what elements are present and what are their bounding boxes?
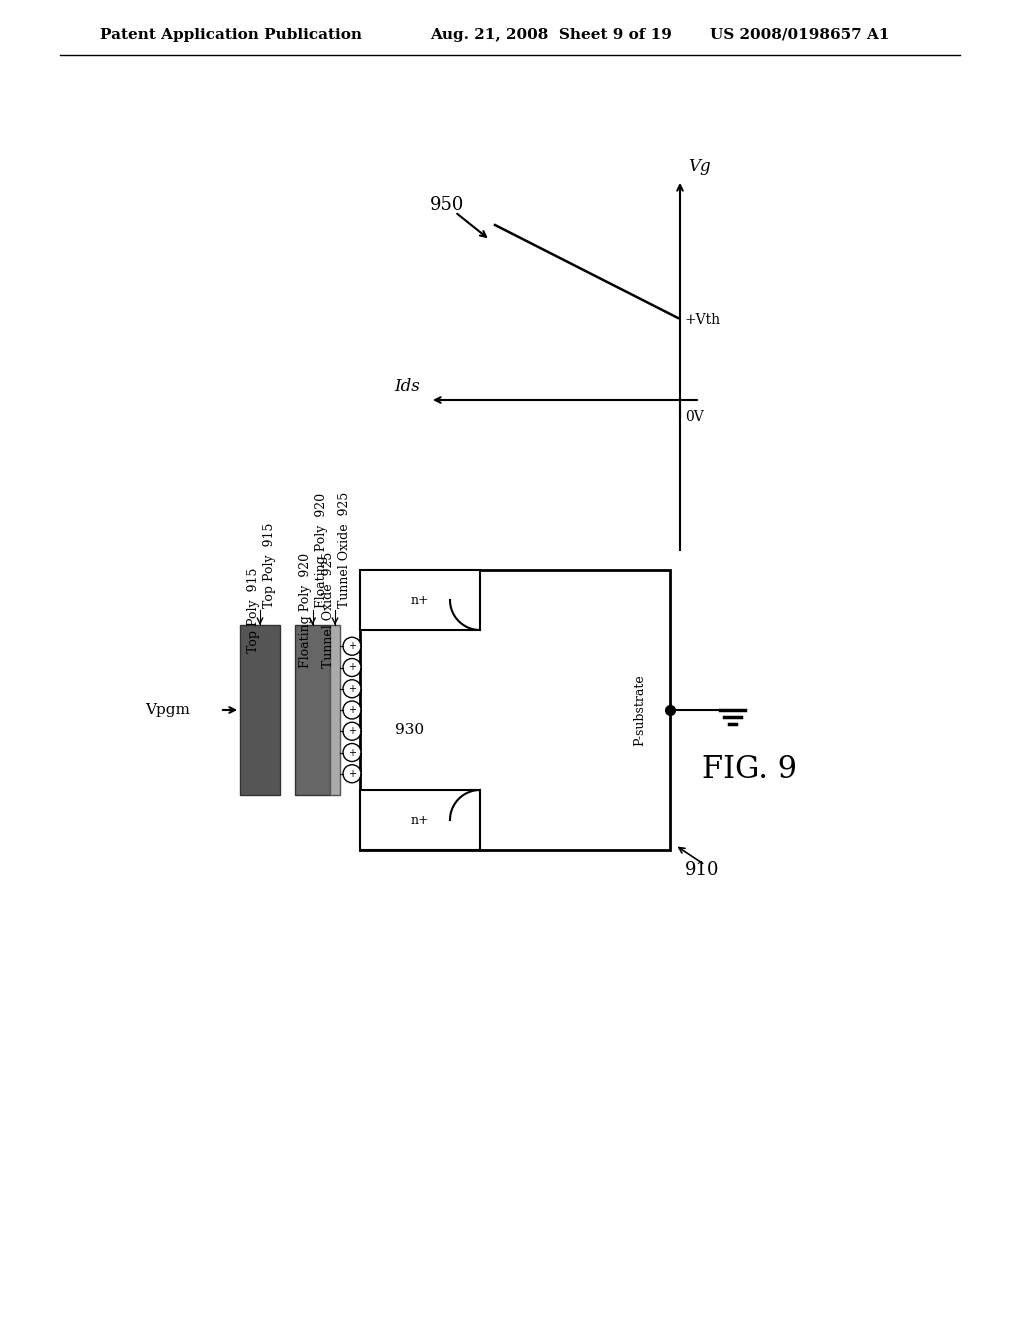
Bar [360,570,670,850]
Circle shape [343,659,361,676]
Text: +: + [348,768,356,779]
Text: P-substrate: P-substrate [634,675,646,746]
Text: 910: 910 [685,861,720,879]
Text: 930: 930 [395,723,425,737]
Bar [360,570,480,630]
Text: Tunnel Oxide  925: Tunnel Oxide 925 [338,492,351,609]
Circle shape [343,764,361,783]
Text: Top Poly  915: Top Poly 915 [263,523,276,609]
Text: Ids: Ids [394,378,420,395]
Text: n+: n+ [411,594,429,606]
Circle shape [343,701,361,719]
Text: +: + [348,642,356,651]
Text: Tunnel Oxide  925: Tunnel Oxide 925 [322,552,335,668]
Bar [295,624,330,795]
Text: Aug. 21, 2008  Sheet 9 of 19: Aug. 21, 2008 Sheet 9 of 19 [430,28,672,42]
Bar [240,624,280,795]
Bar [330,624,340,795]
Text: +: + [348,684,356,694]
Text: +: + [348,663,356,672]
Circle shape [343,743,361,762]
Circle shape [343,638,361,655]
Text: US 2008/0198657 A1: US 2008/0198657 A1 [710,28,890,42]
Text: +: + [348,747,356,758]
Text: Patent Application Publication: Patent Application Publication [100,28,362,42]
Text: 950: 950 [430,195,464,214]
Text: 0V: 0V [685,411,703,424]
Text: Vg: Vg [688,158,711,176]
Text: Top Poly  915: Top Poly 915 [247,568,260,652]
Circle shape [343,680,361,698]
Text: FIG. 9: FIG. 9 [702,755,798,785]
Text: Floating Poly  920: Floating Poly 920 [299,553,312,668]
Text: +: + [348,705,356,715]
Text: +Vth: +Vth [685,313,721,327]
Text: +: + [348,726,356,737]
Bar [360,789,480,850]
Text: Floating Poly  920: Floating Poly 920 [315,492,329,609]
Text: n+: n+ [411,813,429,826]
Text: Vpgm: Vpgm [145,704,189,717]
Circle shape [343,722,361,741]
